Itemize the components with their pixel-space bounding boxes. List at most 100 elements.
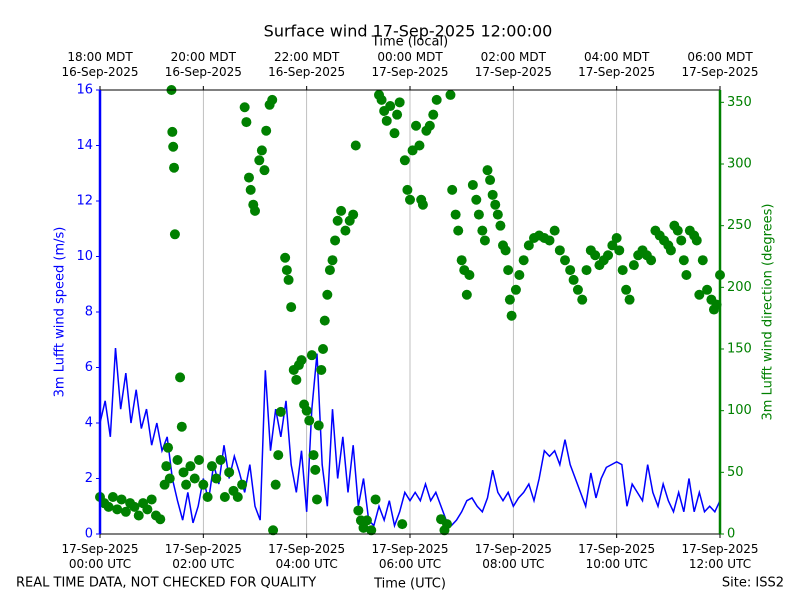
quality-note: REAL TIME DATA, NOT CHECKED FOR QUALITY	[16, 576, 316, 591]
direction-point	[523, 240, 534, 251]
direction-point	[239, 102, 250, 113]
direction-point	[286, 302, 297, 313]
direction-point	[518, 255, 529, 266]
direction-point	[350, 140, 361, 151]
direction-point	[411, 120, 422, 131]
direction-point	[313, 420, 324, 431]
direction-point	[628, 260, 639, 271]
x2-tick-label: 02:00 MDT 17-Sep-2025	[474, 50, 552, 79]
direction-point	[691, 235, 702, 246]
direction-point	[164, 473, 175, 484]
direction-point	[332, 215, 343, 226]
direction-point	[560, 255, 570, 266]
x-tick-label: 17-Sep-2025 02:00 UTC	[164, 542, 242, 571]
direction-point	[607, 240, 618, 251]
direction-point	[514, 270, 525, 280]
y-tick-label: 6	[85, 360, 93, 375]
direction-point	[479, 235, 490, 246]
direction-point	[549, 225, 560, 236]
direction-point	[366, 525, 377, 536]
direction-point	[116, 494, 127, 505]
direction-point	[273, 450, 284, 461]
direction-point	[353, 505, 364, 516]
y2-tick-label: 200	[727, 280, 752, 295]
direction-point	[291, 374, 302, 385]
direction-point	[107, 492, 118, 502]
direction-point	[250, 205, 260, 216]
direction-point	[169, 229, 180, 240]
direction-point	[445, 89, 456, 100]
direction-point	[544, 235, 555, 246]
direction-point	[381, 115, 392, 126]
direction-point	[702, 284, 713, 295]
direction-point	[614, 245, 625, 256]
direction-point	[617, 265, 628, 276]
direction-point	[490, 199, 501, 210]
direction-point	[450, 209, 461, 220]
x2-tick-label: 18:00 MDT 16-Sep-2025	[61, 50, 139, 79]
y2-tick-label: 100	[727, 403, 752, 418]
direction-point	[453, 225, 464, 236]
direction-point	[414, 140, 425, 151]
direction-point	[267, 94, 278, 105]
direction-point	[389, 128, 400, 139]
y-tick-label: 4	[85, 416, 93, 431]
direction-point	[178, 467, 189, 478]
direction-point	[198, 479, 209, 490]
x-tick-label: 17-Sep-2025 06:00 UTC	[371, 542, 449, 571]
direction-point	[678, 255, 689, 266]
direction-point	[163, 442, 174, 453]
x-tick-label: 17-Sep-2025 12:00 UTC	[681, 542, 759, 571]
direction-point	[464, 270, 475, 280]
direction-point	[301, 405, 312, 416]
direction-point	[370, 494, 381, 505]
direction-point	[324, 265, 335, 276]
direction-point	[224, 467, 235, 478]
chart-title: Surface wind 17-Sep-2025 12:00:00	[264, 22, 553, 41]
direction-point	[304, 415, 315, 426]
direction-point	[405, 194, 415, 205]
y2-tick-label: 150	[727, 342, 752, 357]
direction-point	[590, 250, 601, 261]
direction-point	[485, 175, 496, 186]
direction-point	[397, 519, 408, 530]
direction-point	[581, 265, 592, 276]
direction-point	[442, 519, 453, 530]
direction-point	[219, 492, 230, 502]
direction-point	[697, 255, 708, 266]
direction-point	[283, 274, 294, 285]
direction-point	[296, 355, 307, 366]
direction-point	[467, 179, 478, 190]
direction-point	[206, 461, 217, 472]
direction-point	[270, 479, 281, 490]
direction-point	[503, 265, 514, 276]
direction-point	[694, 289, 705, 300]
direction-point	[237, 479, 248, 490]
direction-point	[168, 141, 179, 152]
direction-point	[142, 504, 153, 515]
direction-point	[319, 315, 330, 326]
direction-point	[308, 450, 319, 461]
direction-point	[185, 461, 196, 472]
direction-point	[103, 501, 114, 512]
x-tick-label: 17-Sep-2025 08:00 UTC	[474, 542, 552, 571]
direction-point	[211, 473, 222, 484]
direction-point	[133, 510, 144, 521]
direction-point	[431, 94, 442, 105]
x2-axis-label: Time (local)	[371, 35, 448, 50]
direction-point	[624, 294, 635, 305]
direction-point	[392, 109, 403, 120]
direction-point	[241, 117, 252, 128]
direction-point	[146, 494, 157, 505]
direction-point	[506, 310, 517, 321]
direction-point	[155, 514, 166, 525]
direction-point	[261, 125, 272, 136]
direction-point	[259, 165, 270, 176]
direction-point	[312, 494, 322, 505]
y2-tick-label: 300	[727, 157, 752, 172]
direction-point	[611, 233, 622, 243]
direction-point	[181, 479, 192, 490]
direction-point	[477, 225, 488, 236]
direction-point	[504, 294, 515, 305]
